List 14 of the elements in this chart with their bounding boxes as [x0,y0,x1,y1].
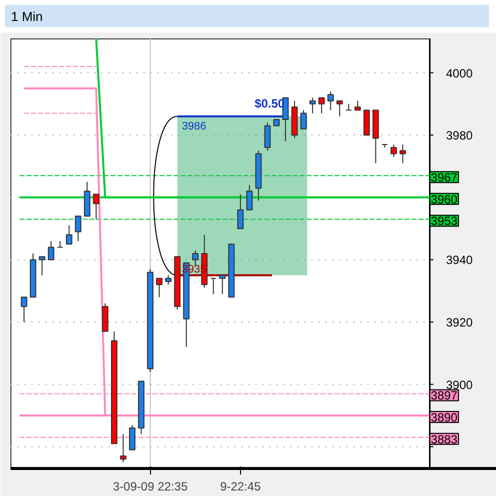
x-tick-label: 3-09-09 22:35 [112,480,188,494]
ref-line-label: 3960 [430,192,458,206]
chart-title: 1 Min [11,8,43,26]
ref-line-label: 3897 [430,388,458,403]
y-tick-label: 3940 [446,253,474,268]
x-tick-label: 9-22:45 [220,480,262,494]
ref-line-label: 3890 [430,410,458,425]
y-tick-label: 4000 [446,66,474,80]
ref-line-label: 3967 [430,170,458,185]
ref-line-label: 3883 [430,432,458,446]
ref-line-label: 3953 [430,214,458,228]
y-tick-label: 3980 [446,128,474,143]
y-tick-label: 3920 [446,316,474,330]
annotation: 3986 [182,120,206,132]
